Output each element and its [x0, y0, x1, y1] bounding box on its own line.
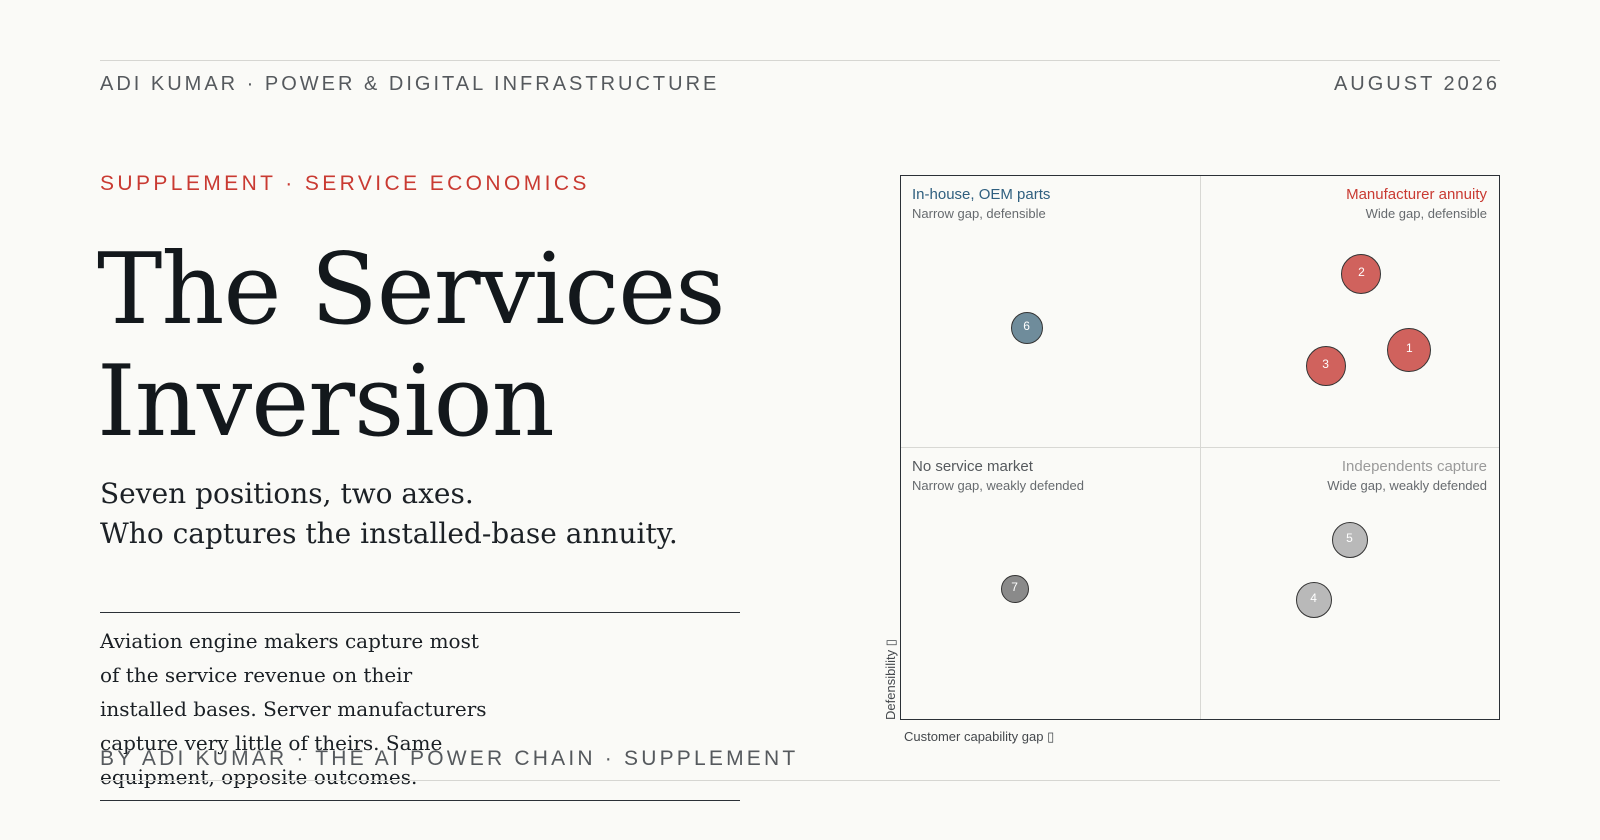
point-label: 1	[1405, 340, 1413, 355]
point-4: 4	[1295, 581, 1332, 618]
point-7: 7	[1000, 574, 1029, 603]
quadrant-bottom-right-sub: Wide gap, weakly defended	[1327, 478, 1487, 493]
point-6: 6	[1010, 312, 1043, 345]
quadrant-bottom-right-title: Independents capture	[1341, 458, 1487, 475]
point-label: 3	[1322, 357, 1329, 372]
body-paragraph: Aviation engine makers capture most of t…	[100, 629, 487, 789]
title-line-2: Inversion	[97, 345, 555, 459]
eyebrow-label: SUPPLEMENT · SERVICE ECONOMICS	[100, 172, 590, 195]
point-label: 7	[1011, 579, 1018, 594]
subtitle: Seven positions, two axes. Who captures …	[100, 474, 678, 554]
title-line-1: The Services	[97, 233, 725, 347]
quadrant-top-left-sub: Narrow gap, defensible	[912, 206, 1046, 221]
quadrant-top-right-sub: Wide gap, defensible	[1365, 206, 1487, 221]
top-rule	[100, 60, 1500, 61]
byline: BY ADI KUMAR · THE AI POWER CHAIN · SUPP…	[100, 747, 799, 770]
subtitle-line-1: Seven positions, two axes.	[100, 477, 474, 510]
header-author: ADI KUMAR · POWER & DIGITAL INFRASTRUCTU…	[100, 73, 720, 95]
quadrant-bottom-left-sub: Narrow gap, weakly defended	[912, 478, 1084, 493]
point-label: 4	[1310, 590, 1317, 605]
point-2: 2	[1341, 253, 1382, 294]
quadrant-bottom-left-title: No service market	[912, 458, 1033, 475]
point-label: 6	[1023, 319, 1030, 334]
header-date: AUGUST 2026	[1333, 73, 1500, 95]
y-axis-label: Defensibility ▯	[883, 639, 898, 720]
quadrant-diagram: In-house, OEM parts Narrow gap, defensib…	[900, 175, 1500, 720]
point-5: 5	[1331, 521, 1368, 558]
quadrant-top-right-title: Manufacturer annuity	[1346, 186, 1487, 203]
point-label: 2	[1358, 264, 1365, 279]
x-axis-label: Customer capability gap ▯	[904, 729, 1055, 744]
subtitle-line-2: Who captures the installed-base annuity.	[100, 517, 678, 550]
quadrant-top-left-title: In-house, OEM parts	[912, 186, 1051, 203]
point-1: 1	[1387, 327, 1432, 372]
bottom-rule	[100, 780, 1500, 781]
body-top-rule	[100, 612, 740, 613]
horizontal-divider	[901, 447, 1499, 448]
point-label: 5	[1346, 530, 1353, 545]
page-title: The Services Inversion	[97, 234, 725, 458]
point-3: 3	[1305, 346, 1346, 387]
body-bottom-rule	[100, 800, 740, 801]
